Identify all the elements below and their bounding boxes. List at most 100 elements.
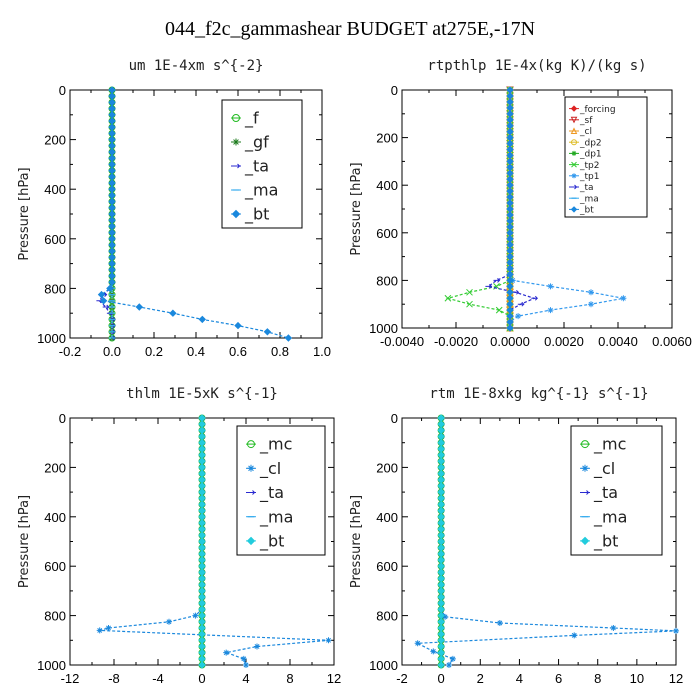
- x-tick-label: 6: [555, 671, 562, 686]
- x-tick-label: 4: [242, 671, 249, 686]
- legend-label: _cl: [259, 459, 281, 479]
- series-tp2: [444, 86, 514, 332]
- x-tick-label: 0.6: [229, 344, 247, 359]
- marker: [135, 303, 144, 311]
- series-bt: [506, 86, 514, 332]
- marker: [254, 643, 260, 650]
- legend-label: _ta: [593, 483, 618, 503]
- legend-label: _ma: [579, 194, 599, 204]
- legend: _mc _cl _ta _ma _bt: [236, 425, 326, 556]
- series-bt: [97, 86, 293, 342]
- y-tick-label: 0: [391, 83, 398, 98]
- x-tick-label: 12: [669, 671, 683, 686]
- x-tick-label: 8: [594, 671, 601, 686]
- x-tick-label: 0.0020: [544, 334, 584, 349]
- x-tick-label: 0.0000: [490, 334, 530, 349]
- y-tick-label: 400: [44, 510, 66, 525]
- marker: [581, 464, 589, 472]
- legend-label: _sf: [579, 116, 593, 126]
- y-tick-label: 200: [44, 133, 66, 148]
- legend-label: _tp2: [579, 161, 599, 171]
- marker: [466, 300, 473, 308]
- x-tick-label: 0: [438, 671, 445, 686]
- marker: [198, 661, 206, 669]
- marker: [506, 324, 514, 332]
- marker: [570, 105, 578, 112]
- legend: _mc _cl _ta _ma _bt: [570, 425, 663, 556]
- y-tick-label: 1000: [369, 658, 398, 673]
- marker: [485, 283, 493, 289]
- x-tick-label: 4: [516, 671, 523, 686]
- legend-label: _ma: [259, 507, 293, 527]
- marker: [673, 627, 679, 634]
- panel-1: um 1E-4xm s^{-2} -0.2 0.0 0.2 0.4 0.6 0.8 1.0 0 2…: [17, 58, 331, 359]
- marker: [493, 278, 501, 283]
- y-tick-label: 400: [44, 182, 66, 197]
- marker: [570, 206, 578, 213]
- y-tick-label: 400: [376, 178, 398, 193]
- marker: [531, 295, 539, 301]
- legend-label: _gf: [244, 133, 269, 153]
- marker: [445, 662, 452, 668]
- marker: [588, 289, 594, 296]
- marker: [234, 321, 242, 330]
- y-tick-label: 800: [376, 273, 398, 288]
- marker: [97, 290, 106, 299]
- marker: [232, 163, 241, 169]
- marker: [108, 278, 116, 286]
- y-tick-label: 200: [44, 460, 66, 475]
- marker: [571, 184, 578, 190]
- legend: _f _gf _ta _ma _bt: [221, 99, 303, 229]
- x-tick-label: -0.0020: [434, 334, 478, 349]
- marker: [581, 490, 590, 495]
- marker: [246, 536, 256, 546]
- marker: [247, 490, 256, 495]
- y-axis-label: Pressure [hPa]: [17, 167, 32, 260]
- x-tick-label: -2: [396, 671, 408, 686]
- marker: [430, 648, 437, 655]
- y-tick-label: 0: [59, 411, 66, 426]
- figure-title: 044_f2c_gammashear BUDGET at275E,-17N: [164, 18, 536, 40]
- panel-title: um 1E-4xm s^{-2}: [129, 58, 264, 74]
- y-tick-label: 800: [376, 609, 398, 624]
- legend-label: _mc: [593, 435, 626, 455]
- y-tick-label: 600: [376, 559, 398, 574]
- y-tick-label: 200: [376, 131, 398, 146]
- marker: [240, 655, 247, 662]
- marker: [231, 209, 241, 219]
- marker: [263, 328, 272, 336]
- legend-label: _ta: [244, 157, 269, 177]
- x-tick-label: 2: [477, 671, 484, 686]
- legend-label: _ta: [579, 183, 594, 193]
- x-tick-label: 12: [327, 671, 341, 686]
- x-tick-label: 0: [198, 671, 205, 686]
- marker: [571, 161, 577, 168]
- legend-box: [564, 96, 648, 218]
- y-tick-label: 1000: [37, 658, 66, 673]
- marker: [571, 632, 578, 639]
- y-axis-label: Pressure [hPa]: [349, 495, 364, 588]
- series-line: [445, 90, 511, 328]
- x-tick-label: 0.0: [103, 344, 121, 359]
- panel-title: rtm 1E-8xkg kg^{-1} s^{-1}: [429, 386, 648, 402]
- marker: [547, 283, 554, 290]
- marker: [493, 282, 500, 290]
- legend-label: _forcing: [579, 105, 616, 115]
- legend-label: _f: [244, 109, 259, 129]
- legend-label: _bt: [579, 206, 594, 216]
- marker: [571, 139, 577, 146]
- marker: [232, 114, 240, 122]
- y-axis-label: Pressure [hPa]: [17, 495, 32, 588]
- panel-3: thlm 1E-5xK s^{-1} -12 -8 -4 0 4 8 12 0 200 400 600…: [17, 386, 341, 686]
- marker: [192, 612, 199, 619]
- marker: [570, 127, 578, 134]
- legend-label: _tp1: [579, 172, 599, 182]
- marker: [223, 649, 230, 656]
- panel-title: thlm 1E-5xK s^{-1}: [126, 386, 278, 402]
- marker: [610, 624, 617, 631]
- y-tick-label: 800: [44, 609, 66, 624]
- x-tick-label: -4: [152, 671, 164, 686]
- marker: [325, 637, 332, 644]
- marker: [166, 618, 172, 625]
- legend-label: _dp1: [579, 150, 602, 160]
